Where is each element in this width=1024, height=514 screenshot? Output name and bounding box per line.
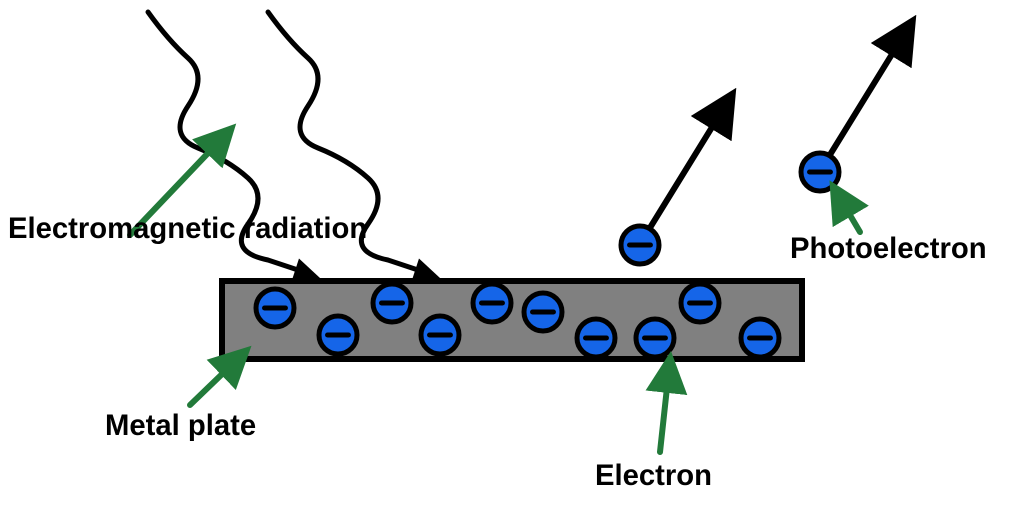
label-electron: Electron (595, 460, 712, 493)
electron-icon (373, 284, 411, 322)
electron-icon (577, 319, 615, 357)
photoelectrons (621, 25, 910, 264)
label-em-radiation: Electromagnetic radiation (8, 213, 367, 246)
electron-icon (681, 284, 719, 322)
label-metal-plate: Metal plate (105, 410, 256, 443)
wave-arrowhead-icon (292, 259, 320, 282)
callout-arrow-icon (834, 188, 860, 232)
callout-arrow-icon (190, 352, 245, 405)
callout-arrow-icon (660, 360, 670, 452)
emission-arrow (648, 98, 730, 231)
electron-icon (636, 319, 674, 357)
electron-icon (524, 293, 562, 331)
electron-icon (421, 316, 459, 354)
label-photoelectron: Photoelectron (790, 233, 987, 266)
electron-icon (473, 284, 511, 322)
electron-icon (319, 316, 357, 354)
wave-arrowhead-icon (412, 259, 440, 282)
photoelectron-icon (621, 226, 659, 264)
electron-icon (741, 319, 779, 357)
emission-arrow (828, 25, 910, 158)
electron-icon (256, 289, 294, 327)
